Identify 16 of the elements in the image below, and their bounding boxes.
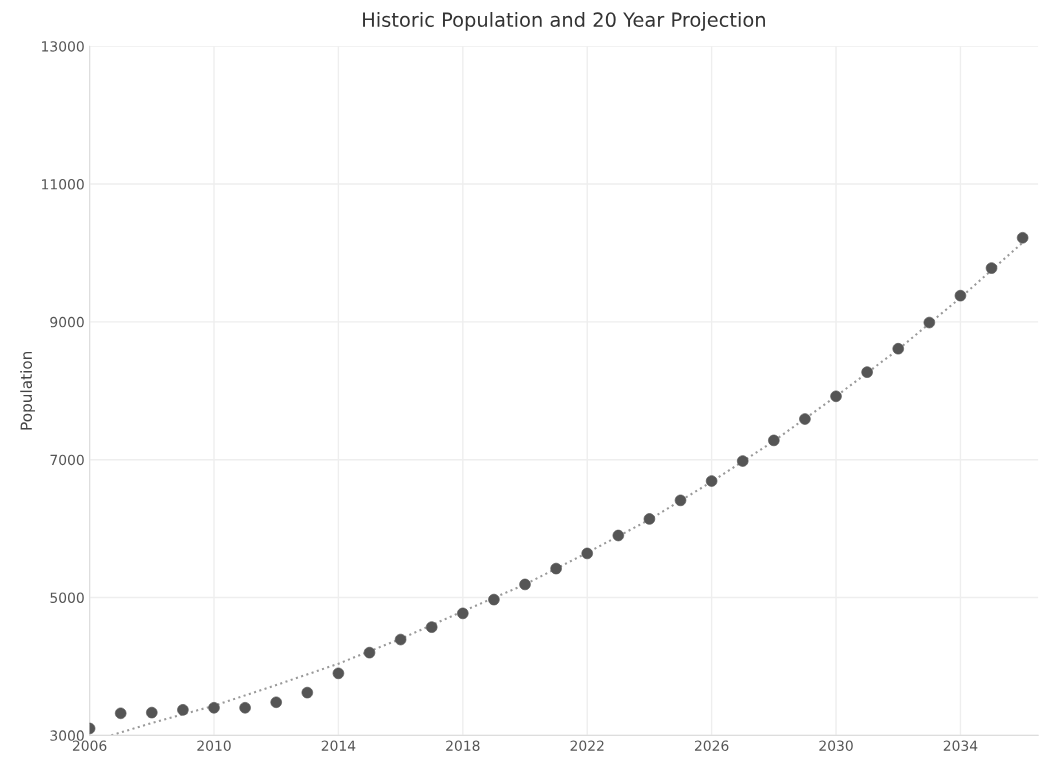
y-tick-label: 3000 bbox=[50, 730, 84, 741]
y-axis-title: Population bbox=[20, 351, 35, 430]
x-tick-label: 2018 bbox=[446, 740, 480, 751]
y-tick-label: 5000 bbox=[50, 592, 84, 603]
y-tick-label: 11000 bbox=[42, 179, 84, 190]
x-tick-label: 2010 bbox=[197, 740, 231, 751]
x-tick-label: 2006 bbox=[72, 740, 107, 751]
x-tick-label: 2030 bbox=[819, 740, 853, 751]
x-tick-label: 2026 bbox=[694, 740, 729, 751]
x-tick-label: 2022 bbox=[570, 740, 604, 751]
x-tick-label: 2014 bbox=[321, 740, 356, 751]
chart-title: Historic Population and 20 Year Projection bbox=[363, 11, 765, 31]
y-tick-label: 13000 bbox=[42, 41, 84, 52]
y-tick-label: 9000 bbox=[50, 316, 84, 328]
x-tick-label: 2034 bbox=[943, 740, 978, 751]
y-tick-label: 7000 bbox=[50, 454, 84, 466]
